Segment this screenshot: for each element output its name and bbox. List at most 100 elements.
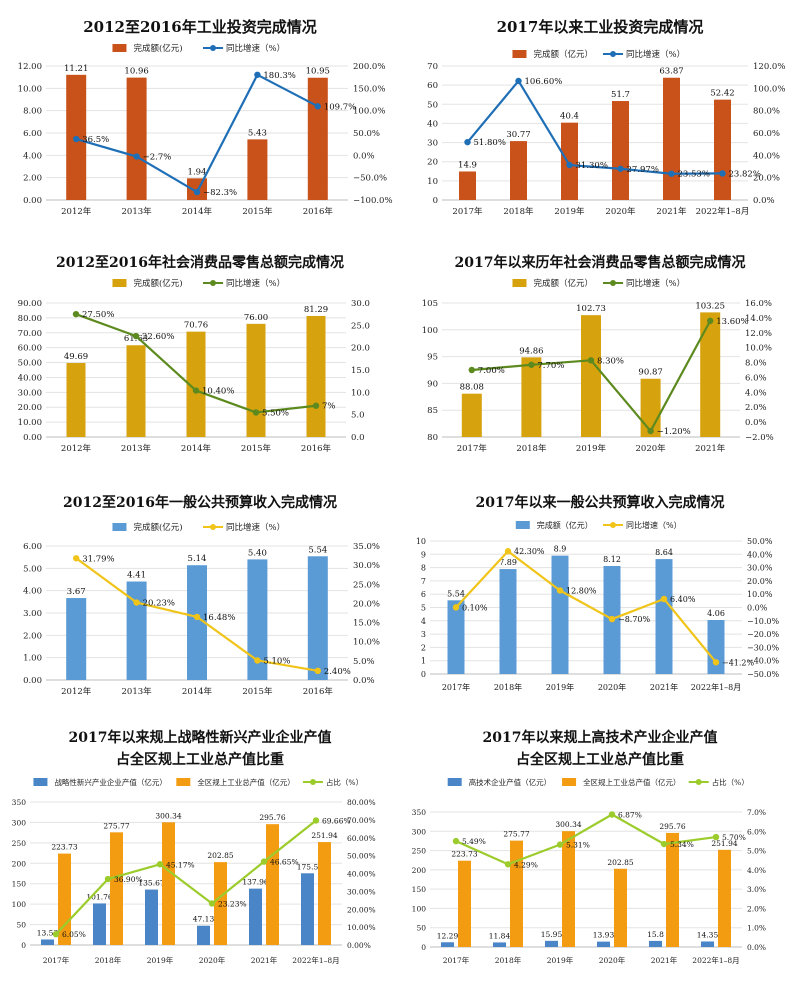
y-left-tick-label: 0 [421, 670, 426, 679]
y-right-tick-label: 80.00% [347, 798, 376, 807]
line-value-label: 4.29% [514, 860, 538, 869]
y-right-tick-label: 0.0% [747, 943, 766, 952]
x-tick-label: 2019年 [576, 443, 607, 454]
line-value-label: 27.97% [627, 165, 659, 175]
chart-title: 2017年以来历年社会消费品零售总额完成情况 [455, 254, 746, 271]
y-left-tick-label: 85 [427, 406, 438, 416]
y-left-tick-label: 90 [427, 379, 438, 389]
bar [700, 312, 721, 437]
series-line [466, 79, 723, 175]
line-point [254, 71, 261, 78]
y-right-tick-label: 3.0% [747, 885, 766, 894]
chart-title: 2017年以来规上高技术产业企业产值 [483, 729, 718, 746]
legend-swatch [447, 778, 462, 786]
y-left-tick-label: 200 [12, 859, 27, 868]
legend-label: 全区规上工业总产值（亿元） [197, 777, 295, 787]
y-right-tick-label: 6.0% [745, 373, 767, 383]
bar [186, 331, 206, 437]
bar [66, 598, 87, 680]
line-point [72, 310, 80, 318]
bar-value-label: 70.76 [184, 321, 208, 331]
y-left-tick-label: 250 [12, 839, 27, 848]
line-point [719, 170, 726, 177]
bar-value-label: 13.53 [37, 928, 59, 937]
bar [521, 357, 542, 437]
x-tick-label: 2019年 [554, 206, 585, 217]
y-right-tick-label: 20.0% [753, 174, 780, 184]
line-point [712, 833, 720, 841]
x-tick-label: 2012年 [61, 686, 92, 697]
legend-swatch [112, 44, 127, 52]
line-point [464, 138, 471, 146]
bar-value-label: 30.77 [506, 130, 530, 140]
bar-value-label: 13.93 [593, 931, 615, 940]
legend-label: 同比增速（%） [626, 49, 685, 60]
y-right-tick-label: 5.0% [747, 847, 766, 856]
y-right-tick-label: 16.0% [745, 299, 772, 309]
y-left-tick-label: 5.00 [23, 564, 42, 574]
bar-value-label: 5.14 [188, 554, 207, 564]
y-right-tick-label: −20.0% [747, 630, 780, 639]
line-point [707, 317, 714, 325]
x-tick-label: 2019年 [546, 682, 574, 692]
line-point [504, 861, 512, 868]
y-right-tick-label: 10.00% [347, 923, 376, 932]
y-right-tick-label: 35.0% [353, 542, 380, 552]
line-value-label: 36.90% [114, 875, 143, 884]
x-tick-label: 2022年1–8月 [692, 955, 739, 965]
legend-entry: 占比（%） [688, 777, 749, 787]
legend-label: 全区规上工业总产值（亿元） [583, 777, 681, 787]
bar [318, 842, 331, 945]
legend-entry: 全区规上工业总产值（亿元） [562, 777, 681, 787]
y-right-tick-label: −100.0% [353, 196, 393, 206]
chart-title: 2012至2016年社会消费品零售总额完成情况 [56, 254, 344, 271]
x-tick-label: 2014年 [182, 686, 213, 697]
y-left-tick-label: 1 [421, 657, 426, 666]
y-left-tick-label: 4.00 [23, 587, 42, 597]
line-point [587, 357, 595, 364]
y-right-tick-label: 0.00% [347, 941, 371, 950]
line-point [312, 817, 320, 824]
y-right-tick-label: −50.0% [747, 670, 780, 679]
x-tick-label: 2019年 [547, 955, 574, 965]
line-value-label: 27.50% [82, 310, 114, 320]
line-value-label: 22.60% [142, 332, 174, 342]
y-right-tick-label: 2.0% [747, 904, 766, 913]
bar [66, 363, 86, 437]
bar-value-label: 102.73 [576, 304, 606, 314]
y-right-tick-label: 20.0 [351, 344, 370, 354]
y-left-tick-label: 40.00 [18, 373, 42, 383]
bar-value-label: 5.54 [447, 589, 465, 598]
y-right-tick-label: 60.00% [347, 834, 376, 843]
chart-title: 2017年以来规上战略性新兴产业企业产值 [69, 729, 332, 746]
y-left-tick-label: 90.00 [18, 299, 42, 309]
y-right-tick-label: 7.0% [747, 808, 766, 817]
y-left-tick-label: 150 [412, 885, 427, 894]
bar [266, 824, 279, 945]
line-value-label: 16.48% [203, 613, 235, 623]
legend-label: 完成额(亿元) [133, 278, 182, 289]
y-left-tick-label: 9 [421, 550, 426, 559]
y-left-tick-label: 50 [16, 921, 26, 930]
bar-value-label: 175.5 [297, 862, 319, 871]
y-left-tick-label: 2.00 [23, 174, 42, 184]
y-right-tick-label: 0.0% [753, 196, 775, 206]
y-right-tick-label: 20.0% [353, 599, 380, 609]
legend-label: 同比增速（%） [226, 43, 285, 54]
line-value-label: −8.70% [618, 615, 651, 624]
bar-value-label: 4.41 [127, 571, 146, 581]
y-right-tick-label: 8.0% [745, 359, 767, 369]
y-left-tick-label: 10 [416, 537, 426, 546]
legend-label: 战略性新兴产业企业产值（亿元） [54, 777, 167, 787]
line-point [52, 930, 60, 938]
bar [561, 122, 578, 200]
y-right-tick-label: 10.0% [747, 590, 773, 599]
line-point [712, 659, 720, 666]
y-right-tick-label: −40.0% [747, 657, 780, 666]
bar [126, 581, 147, 680]
x-tick-label: 2016年 [303, 686, 334, 697]
y-left-tick-label: 10.00 [18, 84, 42, 94]
bar-value-label: 51.7 [611, 90, 630, 100]
